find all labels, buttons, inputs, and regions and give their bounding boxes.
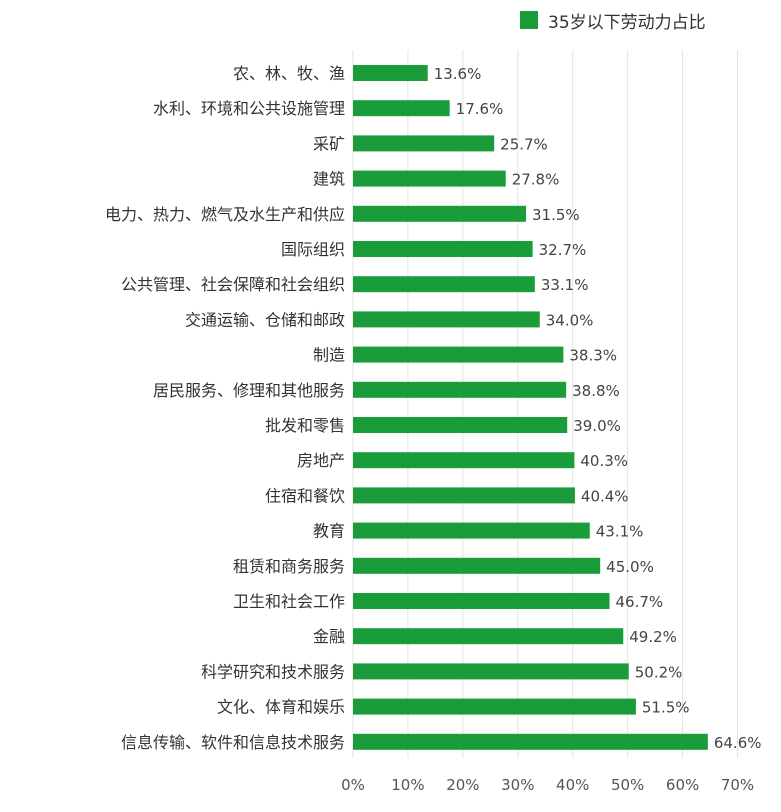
category-label: 教育 bbox=[313, 522, 345, 541]
category-label: 居民服务、修理和其他服务 bbox=[153, 381, 345, 400]
data-label: 40.4% bbox=[581, 487, 629, 505]
legend-swatch bbox=[520, 11, 538, 29]
x-tick-label: 30% bbox=[501, 776, 534, 794]
category-label: 交通运输、仓储和邮政 bbox=[185, 310, 345, 329]
data-label: 32.7% bbox=[539, 241, 587, 259]
data-label: 40.3% bbox=[580, 452, 628, 470]
bar bbox=[353, 522, 590, 539]
data-label: 38.8% bbox=[572, 382, 620, 400]
bar bbox=[353, 135, 495, 152]
data-label: 25.7% bbox=[500, 135, 548, 153]
bar bbox=[353, 628, 624, 645]
data-label: 38.3% bbox=[569, 347, 617, 365]
data-label: 17.6% bbox=[456, 100, 504, 118]
data-label: 34.0% bbox=[546, 311, 594, 329]
bar bbox=[353, 205, 527, 222]
x-tick-label: 50% bbox=[611, 776, 644, 794]
bar bbox=[353, 593, 610, 609]
data-label: 50.2% bbox=[635, 663, 683, 681]
category-label: 信息传输、软件和信息技术服务 bbox=[121, 733, 345, 752]
x-tick-label: 70% bbox=[721, 776, 754, 794]
data-label: 64.6% bbox=[714, 734, 762, 752]
data-label: 31.5% bbox=[532, 206, 580, 224]
data-label: 45.0% bbox=[606, 558, 654, 576]
bar bbox=[353, 487, 575, 504]
category-label: 批发和零售 bbox=[265, 416, 345, 435]
x-tick-label: 60% bbox=[666, 776, 699, 794]
legend: 35岁以下劳动力占比 bbox=[520, 8, 706, 33]
data-label: 39.0% bbox=[573, 417, 621, 435]
category-label: 租赁和商务服务 bbox=[233, 557, 345, 576]
data-label: 49.2% bbox=[629, 628, 677, 646]
bar bbox=[353, 65, 428, 81]
data-label: 33.1% bbox=[541, 276, 589, 294]
bar bbox=[353, 698, 636, 715]
data-label: 46.7% bbox=[616, 593, 664, 611]
category-label: 采矿 bbox=[313, 134, 345, 153]
x-tick-label: 0% bbox=[341, 776, 365, 794]
category-label: 文化、体育和娱乐 bbox=[217, 698, 345, 717]
category-label: 制造 bbox=[313, 346, 345, 365]
category-label: 农、林、牧、渔 bbox=[233, 64, 345, 83]
category-label: 水利、环境和公共设施管理 bbox=[153, 99, 345, 118]
bar bbox=[353, 346, 564, 363]
x-tick-label: 10% bbox=[391, 776, 424, 794]
category-label: 国际组织 bbox=[281, 240, 345, 259]
bar bbox=[353, 557, 601, 574]
bar bbox=[353, 311, 540, 328]
bar bbox=[353, 663, 629, 680]
data-label: 13.6% bbox=[434, 65, 482, 83]
category-label: 电力、热力、燃气及水生产和供应 bbox=[105, 205, 345, 224]
category-label: 住宿和餐饮 bbox=[265, 486, 345, 505]
category-label: 公共管理、社会保障和社会组织 bbox=[121, 275, 345, 294]
bar bbox=[353, 276, 535, 293]
bar bbox=[353, 733, 708, 750]
bar bbox=[353, 170, 506, 187]
bar bbox=[353, 100, 450, 117]
bar bbox=[353, 452, 575, 469]
category-label: 金融 bbox=[313, 627, 345, 646]
legend-label: 35岁以下劳动力占比 bbox=[548, 12, 706, 33]
x-tick-label: 20% bbox=[446, 776, 479, 794]
data-label: 43.1% bbox=[596, 523, 644, 541]
category-label: 房地产 bbox=[297, 451, 345, 470]
category-label: 科学研究和技术服务 bbox=[201, 662, 345, 681]
data-label: 51.5% bbox=[642, 699, 690, 717]
bar bbox=[353, 381, 567, 398]
data-label: 27.8% bbox=[512, 171, 560, 189]
bar bbox=[353, 241, 533, 257]
bar bbox=[353, 417, 568, 433]
category-label: 建筑 bbox=[313, 170, 345, 189]
category-label: 卫生和社会工作 bbox=[233, 592, 345, 611]
x-tick-label: 40% bbox=[556, 776, 589, 794]
